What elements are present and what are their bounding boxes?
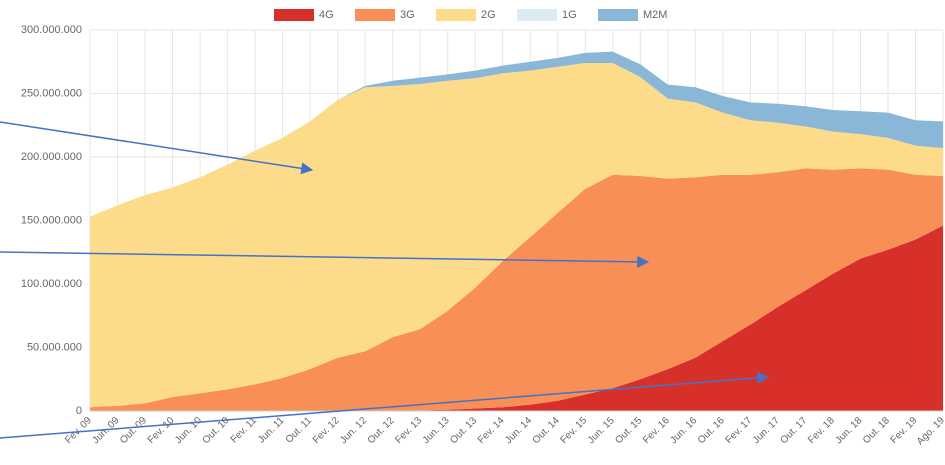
- x-tick-label: Jun. 17: [751, 415, 782, 446]
- y-tick-label: 200.000.000: [21, 151, 82, 163]
- x-tick-label: Out. 15: [613, 415, 644, 446]
- legend-label: 4G: [319, 9, 334, 21]
- legend-label: 3G: [400, 9, 415, 21]
- x-tick-label: Out. 13: [448, 415, 479, 446]
- x-tick-label: Out. 14: [531, 415, 562, 446]
- x-tick-label: Out. 16: [696, 415, 727, 446]
- x-tick-label: Jun. 15: [586, 415, 617, 446]
- legend-label: 1G: [562, 9, 577, 21]
- legend-swatch: [274, 9, 314, 21]
- x-tick-label: Fev. 19: [889, 415, 920, 446]
- x-tick-label: Out. 18: [861, 415, 892, 446]
- area: [90, 168, 943, 411]
- area: [90, 63, 943, 408]
- x-tick-label: Out. 09: [118, 415, 149, 446]
- legend: 4G 3G 2G 1G M2M: [274, 9, 667, 21]
- x-tick-label: Out. 11: [284, 415, 315, 446]
- area: [90, 225, 943, 411]
- arrow: [0, 371, 770, 439]
- legend-swatch: [517, 9, 557, 21]
- x-tick-label: Jun. 13: [421, 415, 452, 446]
- x-tick-label: Ago. 19: [915, 415, 945, 447]
- x-tick-label: Fev. 16: [641, 415, 672, 446]
- arrow: [0, 121, 314, 175]
- arrow: [0, 251, 650, 268]
- x-tick-label: Fev. 18: [806, 415, 837, 446]
- x-tick-label: Jun. 12: [338, 415, 369, 446]
- annotation-arrows: [0, 121, 770, 439]
- x-tick-label: Fev. 15: [558, 415, 589, 446]
- x-tick-label: Out. 12: [366, 415, 397, 446]
- x-tick-label: Fev. 10: [146, 415, 177, 446]
- legend-swatch: [355, 9, 395, 21]
- x-tick-label: Fev. 12: [311, 415, 342, 446]
- x-tick-label: Jun. 11: [256, 415, 287, 446]
- legend-swatch: [436, 9, 476, 21]
- y-tick-label: 0: [76, 405, 82, 417]
- legend-swatch: [598, 9, 638, 21]
- x-tick-label: Fev. 17: [724, 415, 755, 446]
- x-tick-label: Jun. 10: [173, 415, 204, 446]
- y-tick-label: 250.000.000: [21, 87, 82, 99]
- x-tick-label: Fev. 14: [476, 415, 507, 446]
- x-tick-label: Jun. 18: [833, 415, 864, 446]
- legend-label: M2M: [643, 9, 667, 21]
- x-tick-label: Fev. 13: [393, 415, 424, 446]
- x-tick-label: Jun. 14: [503, 415, 534, 446]
- x-tick-label: Jun. 16: [668, 415, 699, 446]
- y-tick-label: 50.000.000: [27, 341, 82, 353]
- plot-area: 0 50.000.000 100.000.000 150.000.000 200.000…: [21, 24, 945, 447]
- legend-label: 2G: [481, 9, 496, 21]
- x-tick-label: Out. 17: [778, 415, 809, 446]
- y-tick-label: 100.000.000: [21, 278, 82, 290]
- y-tick-label: 300.000.000: [21, 24, 82, 36]
- y-tick-label: 150.000.000: [21, 214, 82, 226]
